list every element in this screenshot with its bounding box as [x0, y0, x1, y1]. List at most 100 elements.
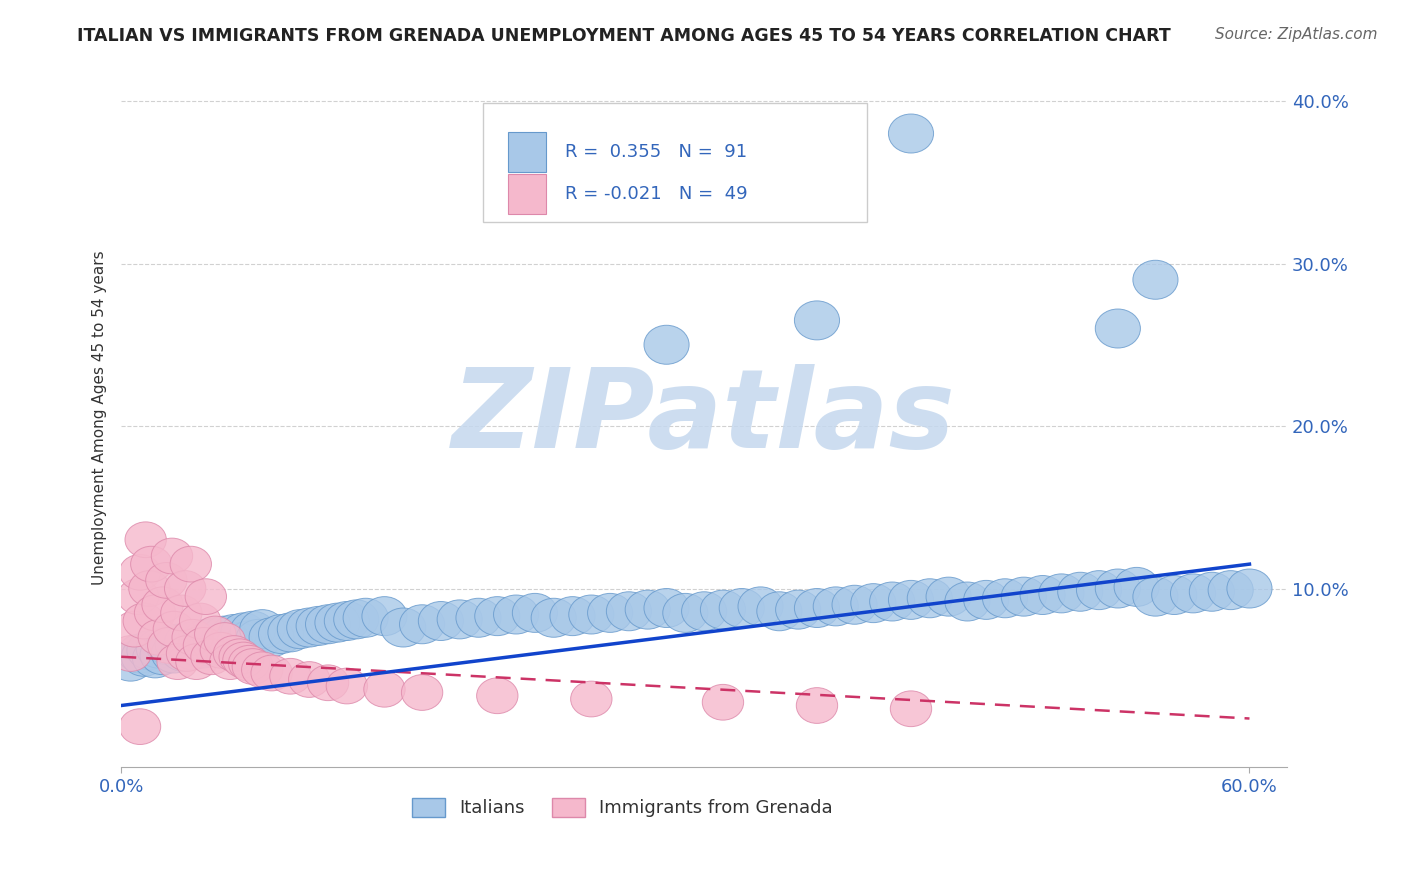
Circle shape: [242, 652, 283, 688]
Circle shape: [142, 587, 183, 623]
Circle shape: [211, 615, 257, 654]
Circle shape: [118, 634, 163, 673]
Circle shape: [626, 591, 671, 629]
Circle shape: [297, 607, 342, 646]
Circle shape: [325, 601, 370, 640]
FancyBboxPatch shape: [509, 174, 546, 214]
Circle shape: [399, 605, 444, 644]
Circle shape: [121, 637, 166, 676]
Circle shape: [437, 600, 482, 639]
Circle shape: [907, 579, 952, 618]
Circle shape: [475, 597, 520, 636]
Circle shape: [531, 599, 576, 637]
Circle shape: [236, 619, 281, 658]
Circle shape: [114, 611, 155, 647]
Circle shape: [1171, 574, 1216, 613]
Circle shape: [1189, 573, 1234, 611]
Circle shape: [166, 636, 208, 672]
Circle shape: [250, 655, 292, 691]
Circle shape: [180, 629, 225, 668]
Circle shape: [794, 301, 839, 340]
FancyBboxPatch shape: [482, 103, 868, 222]
Circle shape: [214, 636, 254, 672]
Circle shape: [176, 644, 217, 680]
Circle shape: [160, 595, 202, 631]
Circle shape: [401, 674, 443, 710]
Circle shape: [146, 563, 187, 599]
Circle shape: [146, 626, 191, 665]
Circle shape: [172, 619, 214, 655]
Circle shape: [202, 616, 247, 655]
Circle shape: [288, 662, 330, 698]
Circle shape: [180, 603, 221, 639]
Circle shape: [682, 591, 727, 631]
Circle shape: [194, 616, 236, 652]
Circle shape: [120, 555, 160, 591]
Circle shape: [870, 582, 915, 621]
Circle shape: [157, 644, 198, 680]
Circle shape: [644, 589, 689, 627]
Circle shape: [269, 613, 314, 652]
Circle shape: [152, 538, 193, 574]
Circle shape: [153, 611, 194, 647]
Circle shape: [333, 600, 378, 639]
Circle shape: [1077, 571, 1122, 609]
Circle shape: [110, 636, 152, 672]
Circle shape: [361, 597, 408, 636]
Circle shape: [108, 642, 153, 681]
Circle shape: [120, 709, 160, 745]
Circle shape: [1057, 573, 1102, 611]
Circle shape: [1152, 575, 1197, 615]
Circle shape: [588, 593, 633, 632]
Circle shape: [315, 603, 360, 642]
Text: ITALIAN VS IMMIGRANTS FROM GRENADA UNEMPLOYMENT AMONG AGES 45 TO 54 YEARS CORREL: ITALIAN VS IMMIGRANTS FROM GRENADA UNEMP…: [77, 27, 1171, 45]
Circle shape: [249, 618, 294, 657]
Circle shape: [702, 684, 744, 720]
Circle shape: [776, 591, 821, 629]
Circle shape: [124, 603, 165, 639]
Circle shape: [662, 593, 707, 632]
Circle shape: [512, 593, 557, 632]
Circle shape: [136, 629, 181, 668]
Circle shape: [796, 688, 838, 723]
Circle shape: [160, 632, 205, 672]
Circle shape: [1133, 260, 1178, 300]
Circle shape: [222, 642, 264, 678]
Circle shape: [1021, 575, 1066, 615]
Circle shape: [127, 631, 172, 670]
Circle shape: [1208, 571, 1253, 609]
Circle shape: [756, 591, 801, 631]
Circle shape: [165, 623, 209, 662]
Circle shape: [1227, 569, 1272, 608]
FancyBboxPatch shape: [509, 132, 546, 172]
Circle shape: [226, 621, 271, 660]
Circle shape: [287, 608, 332, 647]
Circle shape: [183, 627, 225, 664]
Circle shape: [419, 601, 464, 640]
Circle shape: [277, 609, 322, 648]
Circle shape: [204, 623, 245, 658]
Circle shape: [231, 611, 276, 650]
Circle shape: [200, 632, 242, 668]
Circle shape: [364, 672, 405, 707]
Circle shape: [983, 579, 1028, 618]
Circle shape: [550, 597, 595, 636]
Circle shape: [606, 591, 651, 631]
Circle shape: [193, 618, 238, 657]
Circle shape: [129, 571, 170, 607]
Circle shape: [851, 583, 896, 623]
Circle shape: [927, 577, 972, 616]
Circle shape: [165, 571, 205, 607]
Circle shape: [477, 678, 517, 714]
Circle shape: [152, 634, 197, 673]
Circle shape: [720, 589, 765, 627]
Circle shape: [208, 624, 253, 664]
Circle shape: [239, 609, 285, 648]
Circle shape: [141, 636, 186, 674]
Circle shape: [813, 587, 858, 626]
Legend: Italians, Immigrants from Grenada: Italians, Immigrants from Grenada: [405, 791, 839, 824]
Text: R = -0.021   N =  49: R = -0.021 N = 49: [565, 186, 748, 203]
Circle shape: [1095, 569, 1140, 608]
Circle shape: [890, 691, 932, 727]
Circle shape: [571, 681, 612, 717]
